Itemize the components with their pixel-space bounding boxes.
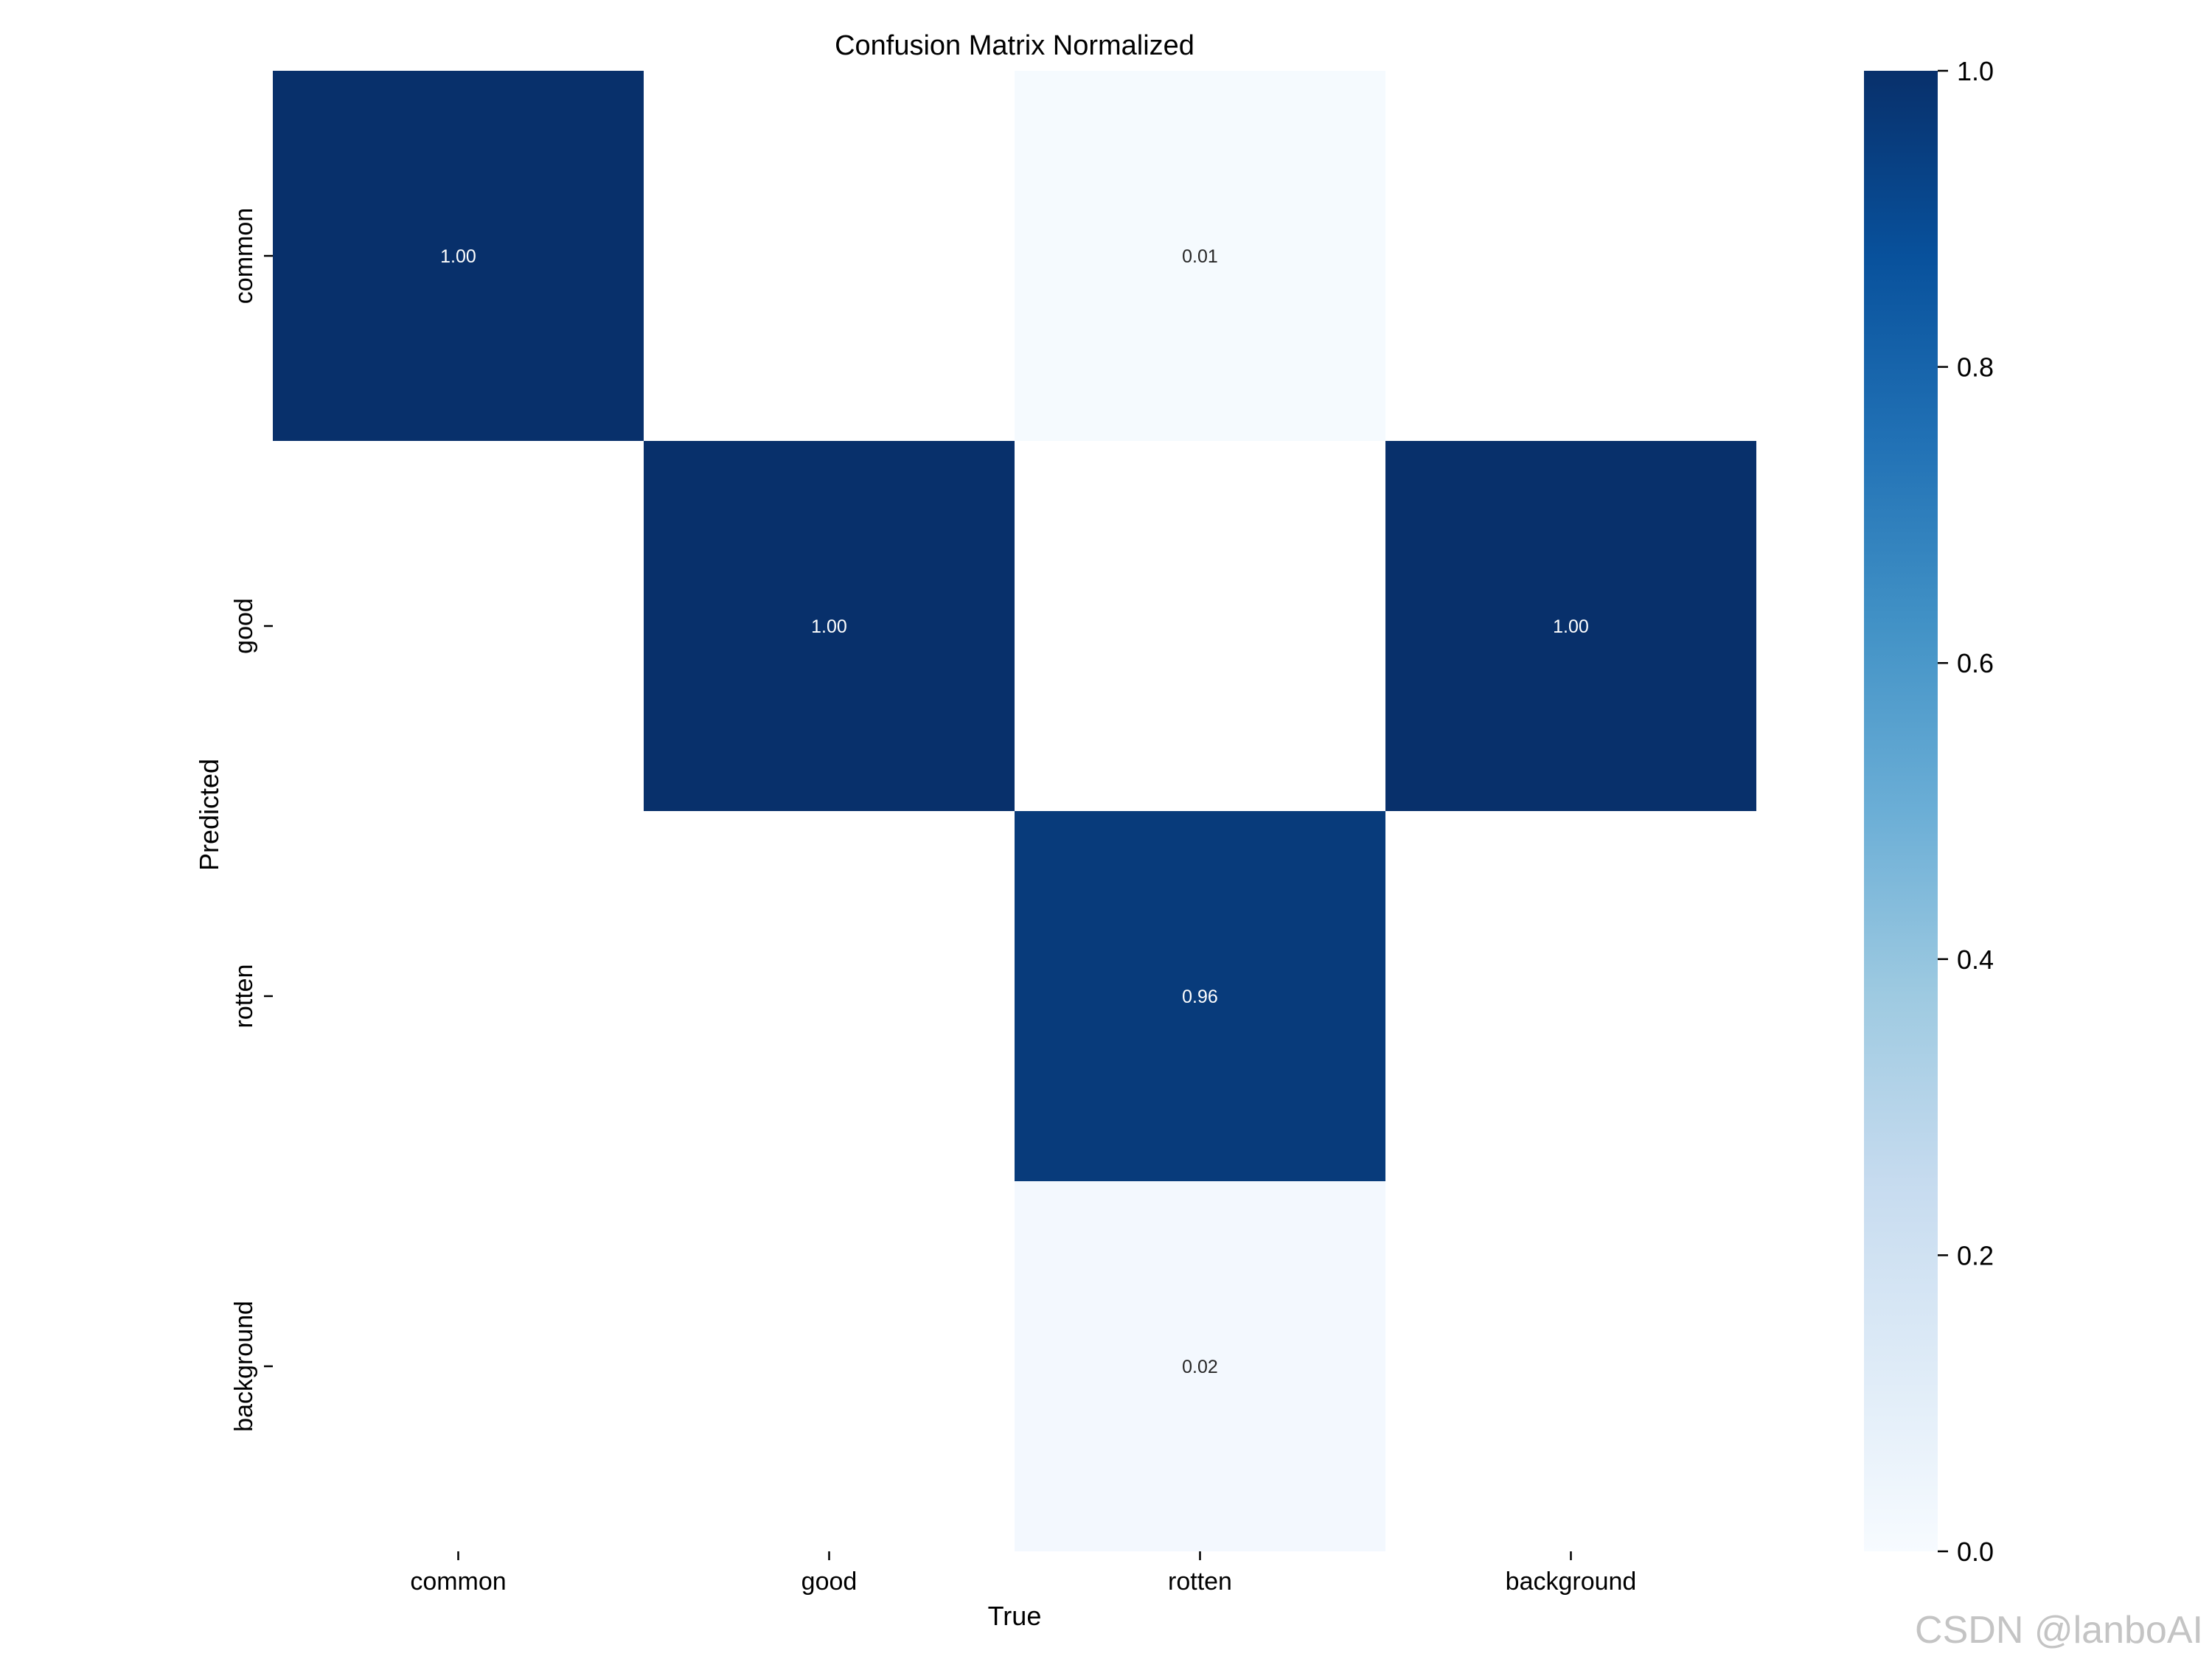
x-axis-label: True [988, 1601, 1042, 1631]
heatmap-cell [1015, 811, 1385, 1181]
heatmap-cell-value: 0.96 [1182, 987, 1218, 1007]
heatmap-cell [1015, 1181, 1385, 1551]
heatmap-cells [273, 71, 1756, 1551]
colorbar-tick-label: 0.6 [1957, 648, 1994, 678]
heatmap-cell-value: 1.00 [1553, 616, 1589, 637]
watermark-text: CSDN @lanboAI [1915, 1609, 2203, 1652]
heatmap-cell [1385, 441, 1756, 811]
heatmap-cell [644, 441, 1015, 811]
x-tick-label: common [410, 1568, 506, 1596]
colorbar-tick-label: 0.0 [1957, 1537, 1994, 1567]
heatmap-cell-value: 1.00 [811, 616, 847, 637]
y-axis-ticks: common good rotten background [230, 208, 273, 1432]
x-tick-label: background [1506, 1568, 1637, 1596]
heatmap-cell-value: 0.01 [1182, 246, 1218, 267]
colorbar-tick-label: 0.2 [1957, 1240, 1994, 1270]
y-tick-label: good [230, 598, 258, 654]
heatmap-cell-labels: 1.00 0.01 1.00 1.00 0.96 0.02 [440, 246, 1589, 1377]
y-axis-label: Predicted [194, 759, 224, 871]
heatmap-cell [273, 71, 644, 441]
x-tick-label: rotten [1168, 1568, 1232, 1596]
y-tick-label: common [230, 208, 258, 304]
x-tick-label: good [801, 1568, 858, 1596]
heatmap-cell-value: 0.02 [1182, 1357, 1218, 1377]
colorbar-ticks: 0.0 0.2 0.4 0.6 0.8 1.0 [1938, 56, 1994, 1567]
colorbar-tick-label: 1.0 [1957, 56, 1994, 86]
heatmap-cell [1015, 71, 1385, 441]
y-tick-label: background [230, 1301, 258, 1432]
chart-title: Confusion Matrix Normalized [835, 30, 1194, 61]
y-tick-label: rotten [230, 964, 258, 1029]
heatmap-cell-value: 1.00 [440, 246, 476, 267]
colorbar-tick-label: 0.8 [1957, 352, 1994, 383]
colorbar-tick-label: 0.4 [1957, 945, 1994, 975]
x-axis-ticks: common good rotten background [410, 1551, 1636, 1596]
colorbar [1864, 71, 1938, 1551]
